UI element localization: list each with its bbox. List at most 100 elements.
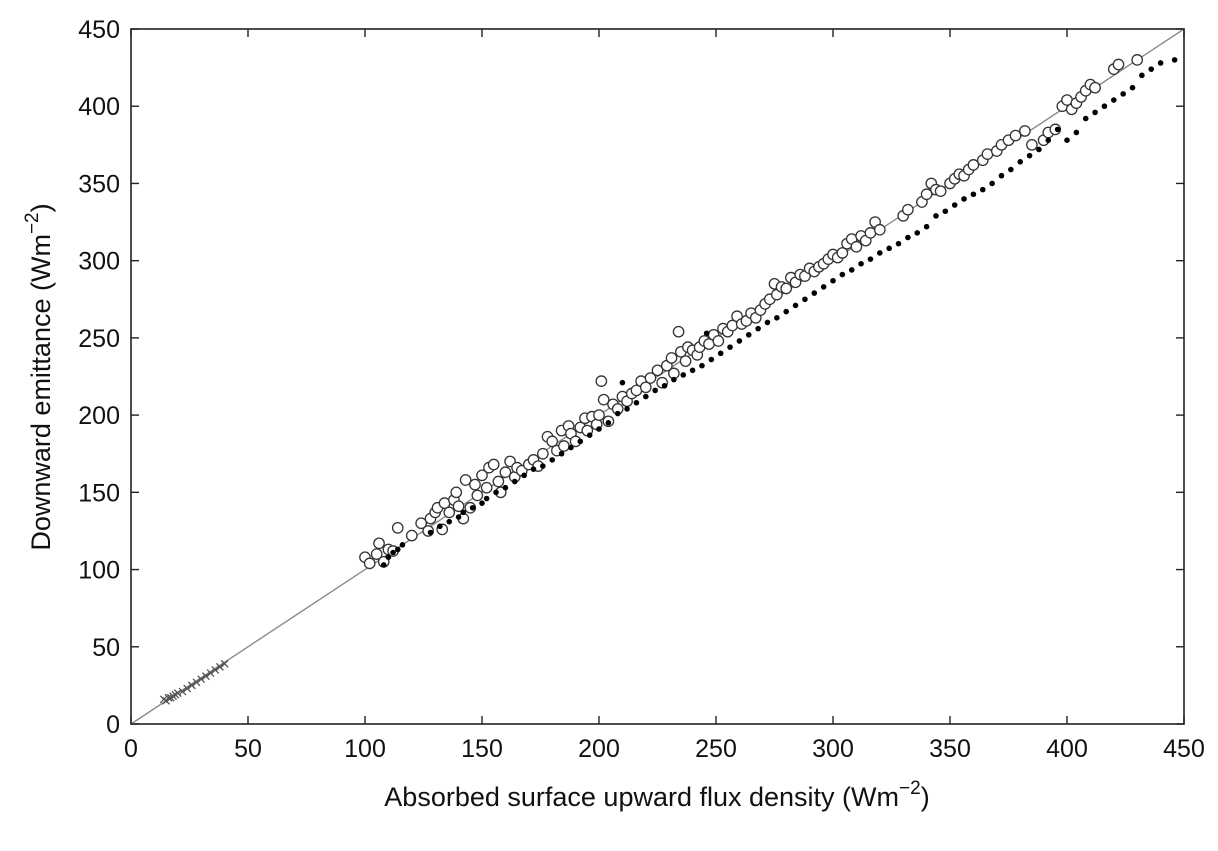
filled-dot-point xyxy=(727,344,733,350)
open-circle-point xyxy=(536,447,549,460)
x-axis-label: Absorbed surface upward flux density (Wm… xyxy=(384,778,929,812)
open-circle-point xyxy=(967,159,980,171)
open-circle-point xyxy=(1089,81,1101,94)
filled-dot-point xyxy=(624,406,630,412)
filled-dot-point xyxy=(671,376,677,383)
y-axis-label: Downward emittance (Wm−2) xyxy=(22,203,56,550)
filled-dot-point xyxy=(652,387,658,394)
x-tick-label: 400 xyxy=(1046,735,1088,763)
filled-dot-point xyxy=(1092,109,1098,116)
filled-dot-point xyxy=(558,450,565,457)
open-circle-point xyxy=(651,364,664,377)
filled-dot-point xyxy=(830,277,836,284)
open-circle-point xyxy=(391,522,404,534)
cross-point xyxy=(197,675,206,684)
filled-dot-point xyxy=(703,330,710,337)
filled-dot-point xyxy=(1045,137,1052,143)
filled-dot-point xyxy=(446,518,453,525)
open-circle-point xyxy=(780,282,793,295)
filled-dot-point xyxy=(643,393,649,400)
filled-dot-point xyxy=(736,338,743,344)
filled-dot-point xyxy=(1026,152,1033,159)
x-tick-label: 200 xyxy=(578,735,620,763)
cross-point xyxy=(211,665,220,674)
open-circle-point xyxy=(1131,54,1144,66)
filled-dot-point xyxy=(942,208,949,215)
open-circle-point xyxy=(920,188,933,201)
filled-dot-point xyxy=(1073,129,1080,136)
filled-dot-point xyxy=(858,260,864,267)
filled-dot-point xyxy=(455,514,462,520)
filled-dot-point xyxy=(1036,146,1042,153)
filled-dot-point xyxy=(1017,159,1023,165)
filled-dot-point xyxy=(1054,126,1061,133)
filled-dot-point xyxy=(839,271,846,278)
open-circle-point xyxy=(639,381,652,394)
y-tick-label: 150 xyxy=(78,479,120,507)
filled-dot-point xyxy=(802,296,808,303)
y-tick-label: 0 xyxy=(106,711,120,739)
filled-dot-point xyxy=(511,478,518,485)
open-circle-point xyxy=(476,469,488,482)
filled-dot-point xyxy=(811,290,818,296)
filled-dot-point xyxy=(460,509,467,516)
cross-point xyxy=(215,662,224,671)
filled-dot-point xyxy=(586,432,593,438)
open-circle-point xyxy=(373,537,385,550)
open-circle-point xyxy=(1026,138,1038,151)
filled-dot-point xyxy=(867,256,874,262)
filled-dot-point xyxy=(848,267,855,273)
open-circle-point xyxy=(480,481,493,494)
data-points xyxy=(159,54,1178,705)
filled-dot-point xyxy=(783,308,789,315)
filled-dot-point xyxy=(619,379,626,386)
filled-dot-point xyxy=(774,315,780,321)
cross-point xyxy=(183,684,192,693)
filled-dot-point xyxy=(914,230,921,236)
filled-dot-point xyxy=(549,457,555,463)
open-circle-point xyxy=(450,486,463,499)
filled-dot-point xyxy=(1139,72,1145,79)
open-circle-point xyxy=(1019,125,1031,137)
filled-dot-point xyxy=(493,489,499,496)
filled-dot-point xyxy=(961,196,967,202)
open-circle-point xyxy=(712,335,725,347)
open-circle-point xyxy=(415,517,428,530)
open-circle-point xyxy=(593,409,605,421)
open-circle-point xyxy=(672,325,685,338)
filled-dot-point xyxy=(483,495,490,502)
filled-dot-point xyxy=(989,180,995,187)
filled-dot-point xyxy=(764,319,771,326)
open-circle-point xyxy=(850,240,863,253)
open-circle-point xyxy=(443,506,456,519)
open-circle-point xyxy=(902,203,914,216)
filled-dot-point xyxy=(970,191,977,198)
cross-point xyxy=(187,681,196,690)
y-tick-labels: 0 50 100 150 200 250 300 350 400 450 xyxy=(78,16,120,739)
filled-dot-point xyxy=(530,466,537,472)
open-circle-point xyxy=(546,435,559,448)
cross-point xyxy=(201,672,210,681)
filled-dot-point xyxy=(521,472,527,479)
cross-point xyxy=(173,689,182,698)
cross-point xyxy=(192,678,201,687)
filled-dot-point xyxy=(1148,66,1155,72)
open-circle-point xyxy=(679,355,692,367)
x-tick-label: 0 xyxy=(124,735,138,763)
open-circle-point xyxy=(665,352,678,364)
filled-dot-point xyxy=(605,420,612,426)
filled-dot-point xyxy=(717,350,724,357)
y-tick-label: 450 xyxy=(78,16,120,44)
open-circle-point xyxy=(492,475,505,488)
x-tick-label: 300 xyxy=(812,735,854,763)
x-tick-label: 350 xyxy=(929,735,971,763)
filled-dot-point xyxy=(1129,84,1136,91)
filled-dot-point xyxy=(1101,103,1108,110)
filled-dot-point xyxy=(998,172,1005,179)
open-circle-point xyxy=(370,548,383,560)
open-circle-point xyxy=(1112,58,1125,71)
filled-dot-point xyxy=(689,367,696,374)
x-tick-label: 50 xyxy=(234,735,262,763)
filled-dot-point xyxy=(380,562,387,568)
